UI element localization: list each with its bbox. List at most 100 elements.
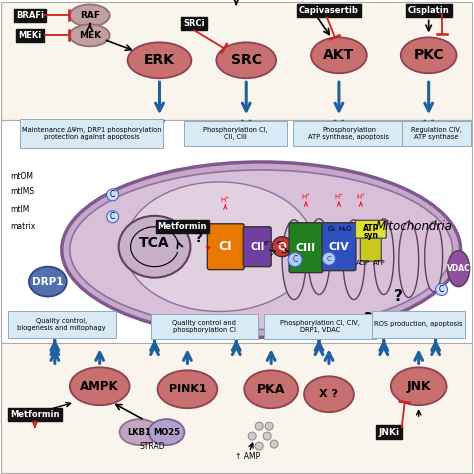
Ellipse shape — [107, 211, 118, 223]
FancyBboxPatch shape — [402, 120, 471, 146]
Text: MEKi: MEKi — [18, 31, 42, 40]
Text: Metformin: Metformin — [10, 410, 60, 419]
Ellipse shape — [62, 162, 461, 337]
Text: DRP1: DRP1 — [32, 277, 64, 287]
Text: H⁺: H⁺ — [221, 197, 230, 203]
Text: H⁺: H⁺ — [335, 194, 344, 200]
Text: C: C — [327, 255, 331, 262]
Text: Q: Q — [278, 242, 286, 252]
Text: C: C — [110, 212, 115, 221]
Text: ↑ AMP: ↑ AMP — [235, 452, 260, 461]
Text: H₂O: H₂O — [338, 226, 352, 232]
Ellipse shape — [447, 251, 470, 287]
Ellipse shape — [401, 37, 456, 73]
Ellipse shape — [70, 4, 109, 27]
Text: ?: ? — [195, 231, 203, 245]
Text: LKB1: LKB1 — [128, 428, 152, 437]
Text: BRAFi: BRAFi — [16, 11, 44, 20]
Text: MO25: MO25 — [153, 428, 180, 437]
Text: PKA: PKA — [257, 383, 285, 396]
FancyBboxPatch shape — [322, 223, 356, 271]
FancyBboxPatch shape — [8, 311, 116, 338]
Text: Capivasertib: Capivasertib — [299, 6, 359, 15]
Ellipse shape — [244, 370, 298, 408]
Text: ATP: ATP — [373, 260, 385, 265]
FancyBboxPatch shape — [373, 311, 465, 338]
Text: C: C — [439, 285, 444, 294]
Ellipse shape — [265, 422, 273, 430]
FancyBboxPatch shape — [264, 314, 376, 339]
Ellipse shape — [125, 182, 314, 311]
Text: ?: ? — [365, 312, 374, 327]
Text: Phosphorylation
ATP synthase, apoptosis: Phosphorylation ATP synthase, apoptosis — [309, 127, 390, 139]
Text: matrix: matrix — [10, 222, 35, 231]
Ellipse shape — [263, 432, 271, 440]
Text: e⁻: e⁻ — [263, 240, 271, 246]
Text: ROS production, apoptosis: ROS production, apoptosis — [374, 321, 463, 328]
Text: C: C — [292, 255, 298, 264]
Text: CIV: CIV — [328, 242, 349, 252]
FancyBboxPatch shape — [356, 220, 386, 238]
Ellipse shape — [157, 370, 217, 408]
Text: mtIM: mtIM — [10, 205, 29, 214]
Ellipse shape — [70, 367, 129, 405]
Ellipse shape — [272, 237, 292, 257]
Ellipse shape — [248, 432, 256, 440]
FancyBboxPatch shape — [20, 118, 163, 147]
FancyBboxPatch shape — [151, 314, 258, 339]
Ellipse shape — [216, 42, 276, 78]
FancyBboxPatch shape — [207, 224, 244, 270]
Text: mtOM: mtOM — [10, 173, 33, 182]
Text: AKT: AKT — [323, 48, 355, 62]
Ellipse shape — [148, 419, 184, 445]
Text: ATP: ATP — [363, 224, 379, 233]
Text: H⁺: H⁺ — [301, 194, 310, 200]
Ellipse shape — [343, 220, 365, 300]
Text: Maintenance ΔΨm, DRP1 phosphorylation
protection against apoptosis: Maintenance ΔΨm, DRP1 phosphorylation pr… — [22, 127, 162, 139]
FancyBboxPatch shape — [292, 120, 405, 146]
Text: TCA: TCA — [139, 236, 170, 250]
Text: Mitochondria: Mitochondria — [375, 220, 452, 233]
Text: Quality control and
phosphorylation CI: Quality control and phosphorylation CI — [173, 320, 237, 333]
Text: PKC: PKC — [413, 48, 444, 62]
Ellipse shape — [118, 216, 191, 278]
Text: VDAC: VDAC — [447, 264, 470, 273]
Ellipse shape — [322, 252, 336, 265]
Text: ?: ? — [394, 289, 403, 304]
Text: MEK: MEK — [79, 31, 101, 40]
Ellipse shape — [270, 440, 278, 448]
Ellipse shape — [436, 283, 447, 296]
Text: JNK: JNK — [406, 380, 431, 393]
Text: PINK1: PINK1 — [169, 384, 206, 394]
Ellipse shape — [70, 24, 109, 46]
Ellipse shape — [119, 419, 159, 445]
Text: STRAD: STRAD — [140, 442, 165, 451]
Text: Regulation CIV,
ATP synthase: Regulation CIV, ATP synthase — [411, 127, 462, 139]
Text: Quality control,
biogenesis and mitophagy: Quality control, biogenesis and mitophag… — [18, 318, 106, 331]
Ellipse shape — [128, 42, 191, 78]
Text: Cisplatin: Cisplatin — [408, 6, 449, 15]
Text: Phosphorylation CI, CIV,
DRP1, VDAC: Phosphorylation CI, CIV, DRP1, VDAC — [280, 320, 360, 333]
Text: SRC: SRC — [231, 53, 262, 67]
Text: X ?: X ? — [319, 389, 338, 399]
Ellipse shape — [255, 442, 263, 450]
Text: H⁺: H⁺ — [356, 194, 365, 200]
FancyBboxPatch shape — [1, 120, 472, 345]
Ellipse shape — [282, 220, 306, 300]
FancyBboxPatch shape — [289, 223, 323, 273]
Text: JNKi: JNKi — [378, 428, 399, 437]
Text: CIII: CIII — [296, 243, 316, 253]
Text: e⁻: e⁻ — [277, 240, 285, 246]
Text: Phosphorylation CI,
CII, CIII: Phosphorylation CI, CII, CIII — [203, 127, 268, 139]
Ellipse shape — [311, 37, 367, 73]
Ellipse shape — [70, 170, 453, 329]
Text: SRCi: SRCi — [183, 19, 205, 28]
Text: CII: CII — [250, 242, 264, 252]
Text: mtIMS: mtIMS — [10, 187, 34, 196]
Text: ERK: ERK — [144, 53, 175, 67]
Text: syn: syn — [364, 231, 378, 240]
Text: AMPK: AMPK — [81, 380, 119, 393]
Text: C: C — [110, 191, 115, 200]
FancyBboxPatch shape — [360, 223, 381, 261]
Ellipse shape — [29, 267, 67, 297]
